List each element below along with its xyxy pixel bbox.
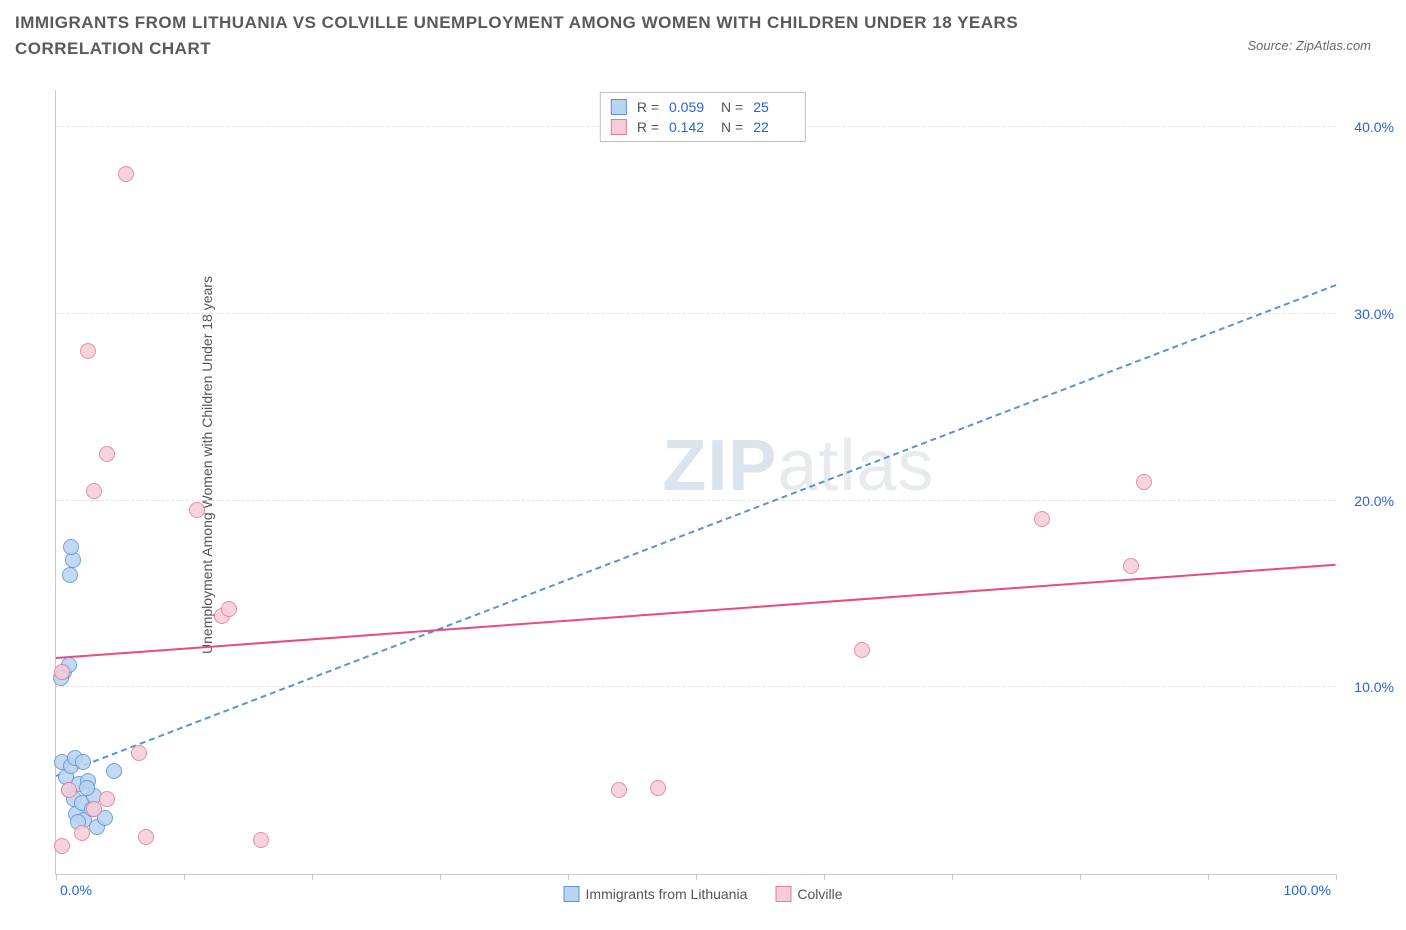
r-label: R = [637, 99, 659, 115]
data-point [138, 829, 154, 845]
gridline [56, 500, 1336, 501]
data-point [80, 343, 96, 359]
x-tick [56, 874, 57, 880]
data-point [61, 782, 77, 798]
legend-item-b: Colville [775, 886, 842, 902]
chart-plot-area: ZIPatlas 10.0%20.0%30.0%40.0% [55, 90, 1336, 875]
r-value-a: 0.059 [669, 99, 711, 115]
data-point [62, 567, 78, 583]
watermark-atlas: atlas [777, 426, 934, 506]
data-point [106, 763, 122, 779]
x-tick [568, 874, 569, 880]
y-tick-label: 40.0% [1354, 119, 1394, 135]
gridline [56, 313, 1336, 314]
data-point [74, 825, 90, 841]
data-point [131, 745, 147, 761]
data-point [79, 780, 95, 796]
gridline [56, 686, 1336, 687]
x-tick [952, 874, 953, 880]
stats-row-series-b: R = 0.142 N = 22 [611, 117, 795, 137]
chart-title: IMMIGRANTS FROM LITHUANIA VS COLVILLE UN… [15, 10, 1115, 61]
data-point [854, 642, 870, 658]
data-point [63, 539, 79, 555]
x-tick [1080, 874, 1081, 880]
data-point [86, 483, 102, 499]
y-tick-label: 30.0% [1354, 306, 1394, 322]
r-label: R = [637, 119, 659, 135]
watermark-zip: ZIP [662, 426, 777, 506]
data-point [189, 502, 205, 518]
data-point [54, 838, 70, 854]
swatch-series-b [611, 119, 627, 135]
x-tick [1208, 874, 1209, 880]
bottom-legend: Immigrants from Lithuania Colville [564, 886, 843, 902]
data-point [1123, 558, 1139, 574]
x-tick [824, 874, 825, 880]
data-point [118, 166, 134, 182]
data-point [99, 446, 115, 462]
n-label: N = [721, 119, 743, 135]
legend-swatch-a [564, 886, 580, 902]
r-value-b: 0.142 [669, 119, 711, 135]
data-point [650, 780, 666, 796]
x-axis-min-label: 0.0% [60, 882, 92, 898]
watermark: ZIPatlas [662, 425, 934, 507]
data-point [611, 782, 627, 798]
header: IMMIGRANTS FROM LITHUANIA VS COLVILLE UN… [15, 10, 1391, 61]
trend-line [56, 564, 1336, 659]
data-point [1034, 511, 1050, 527]
y-tick-label: 20.0% [1354, 493, 1394, 509]
x-tick [312, 874, 313, 880]
x-tick [1336, 874, 1337, 880]
x-axis-max-label: 100.0% [1284, 882, 1331, 898]
data-point [99, 791, 115, 807]
legend-item-a: Immigrants from Lithuania [564, 886, 748, 902]
n-value-a: 25 [753, 99, 795, 115]
x-tick [440, 874, 441, 880]
stats-legend-box: R = 0.059 N = 25 R = 0.142 N = 22 [600, 92, 806, 142]
stats-row-series-a: R = 0.059 N = 25 [611, 97, 795, 117]
legend-label-b: Colville [797, 886, 842, 902]
legend-swatch-b [775, 886, 791, 902]
source-label: Source: ZipAtlas.com [1247, 38, 1371, 53]
y-tick-label: 10.0% [1354, 679, 1394, 695]
n-label: N = [721, 99, 743, 115]
trend-line [56, 284, 1337, 777]
legend-label-a: Immigrants from Lithuania [586, 886, 748, 902]
data-point [253, 832, 269, 848]
data-point [221, 601, 237, 617]
swatch-series-a [611, 99, 627, 115]
data-point [75, 754, 91, 770]
n-value-b: 22 [753, 119, 795, 135]
data-point [1136, 474, 1152, 490]
x-tick [696, 874, 697, 880]
data-point [54, 664, 70, 680]
x-tick [184, 874, 185, 880]
